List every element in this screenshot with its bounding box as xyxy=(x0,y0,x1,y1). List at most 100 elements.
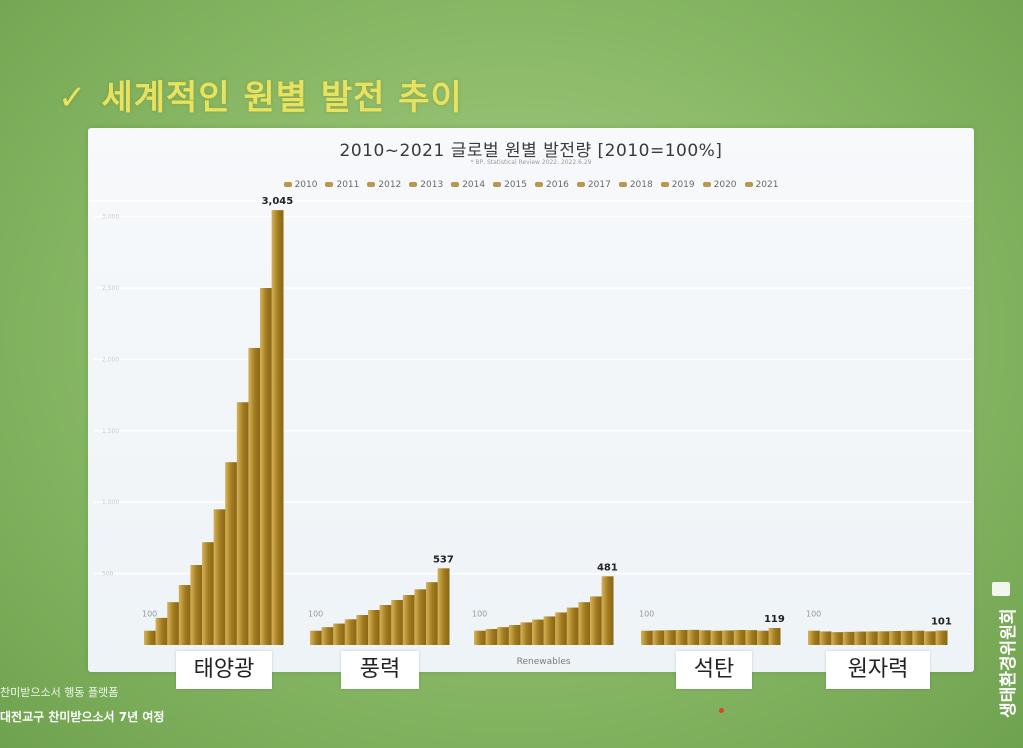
bar-석탄-2015 xyxy=(699,630,711,645)
bar-풍력-2012 xyxy=(333,623,346,645)
footer-line-2: 대전교구 찬미받으소서 7년 여정 xyxy=(0,710,165,724)
bar-태양광-2018 xyxy=(236,402,249,645)
bar-태양광-2015 xyxy=(202,542,214,645)
bar-태양광-2020 xyxy=(260,287,272,645)
bar-태양광-2019 xyxy=(248,347,261,645)
end-value-label: 101 xyxy=(931,617,952,628)
bar-풍력-2017 xyxy=(391,600,404,645)
footer-line-1: 찬미받으소서 행동 플랫폼 xyxy=(0,686,119,699)
legend-item-2014: 2014 xyxy=(451,180,485,190)
bar-석탄-2020 xyxy=(757,630,769,645)
legend-label: 2021 xyxy=(755,180,779,190)
checkmark-icon: ✓ xyxy=(58,78,88,118)
bar-태양광-2014 xyxy=(190,565,203,645)
bar-풍력-2018 xyxy=(402,595,415,645)
org-name: 생태환경위원회 xyxy=(999,608,1019,718)
bar-Renewables-2016 xyxy=(543,616,556,645)
bar-석탄-2021 xyxy=(768,628,781,645)
bar-태양광-2011 xyxy=(155,617,168,645)
bar-원자력-2020 xyxy=(924,631,936,645)
start-value-label: 100 xyxy=(806,610,821,619)
legend-divider xyxy=(88,200,974,202)
bar-석탄-2018 xyxy=(733,630,746,645)
bar-풍력-2020 xyxy=(426,582,438,645)
bar-풍력-2011 xyxy=(321,627,334,645)
bar-석탄-2010 xyxy=(641,630,653,645)
legend-item-2017: 2017 xyxy=(576,180,611,190)
bar-태양광-2012 xyxy=(167,602,180,645)
start-value-label: 100 xyxy=(639,610,654,619)
legend-item-2018: 2018 xyxy=(618,180,653,190)
legend-swatch xyxy=(451,182,460,187)
bar-원자력-2013 xyxy=(842,631,855,645)
chart-plot: 500 1,000 1,500 2,000 2,500 3,000 100 3,045 100 5… xyxy=(94,196,972,667)
legend-swatch xyxy=(535,182,543,187)
legend-label: 2020 xyxy=(713,180,737,190)
bar-Renewables-2015 xyxy=(532,619,544,645)
legend-label: 2019 xyxy=(671,180,695,190)
bar-원자력-2012 xyxy=(831,632,844,645)
legend-label: 2018 xyxy=(629,180,653,190)
end-value-label: 3,045 xyxy=(262,196,294,207)
legend-label: 2014 xyxy=(462,180,486,190)
bar-Renewables-2018 xyxy=(566,607,579,645)
legend-swatch xyxy=(283,182,292,187)
slide-heading: ✓ 세계적인 원별 발전 추이 xyxy=(58,70,463,119)
category-box-nuclear: 원자력 xyxy=(826,651,930,689)
category-box-wind: 풍력 xyxy=(341,651,419,689)
bar-풍력-2019 xyxy=(414,589,427,645)
bar-풍력-2014 xyxy=(356,615,369,645)
bar-원자력-2015 xyxy=(866,631,878,645)
y-tick-label: 1,500 xyxy=(102,428,119,435)
legend-item-2020: 2020 xyxy=(702,180,737,190)
bar-원자력-2019 xyxy=(912,630,925,645)
start-value-label: 100 xyxy=(142,610,157,619)
bar-태양광-2013 xyxy=(178,585,191,645)
bar-Renewables-2020 xyxy=(590,596,602,645)
bar-풍력-2016 xyxy=(379,605,392,645)
bar-원자력-2014 xyxy=(854,631,867,645)
org-logo-icon xyxy=(992,582,1010,596)
bar-원자력-2017 xyxy=(889,631,902,645)
bar-원자력-2011 xyxy=(819,631,832,645)
bar-Renewables-2010 xyxy=(474,630,486,645)
bar-Renewables-2017 xyxy=(555,612,568,645)
bar-Renewables-2013 xyxy=(508,625,521,645)
y-tick-label: 3,000 xyxy=(102,214,119,221)
bar-태양광-2010 xyxy=(144,630,156,645)
legend-item-2012: 2012 xyxy=(367,180,401,190)
legend-label: 2010 xyxy=(294,180,318,190)
legend-swatch xyxy=(409,182,418,187)
bar-태양광-2017 xyxy=(225,462,238,645)
bar-석탄-2013 xyxy=(675,630,688,645)
end-value-label: 481 xyxy=(597,562,618,573)
bar-원자력-2021 xyxy=(935,630,948,645)
chart-title: 2010~2021 글로벌 원별 발전량 [2010=100%] xyxy=(339,141,723,161)
legend-swatch xyxy=(493,182,502,187)
legend-item-2013: 2013 xyxy=(409,180,443,190)
legend-label: 2012 xyxy=(378,180,402,190)
laser-pointer-dot xyxy=(719,708,724,713)
bar-태양광-2016 xyxy=(213,509,226,645)
bar-Renewables-2012 xyxy=(497,627,510,645)
bar-석탄-2014 xyxy=(687,629,700,645)
bar-원자력-2016 xyxy=(877,631,890,645)
chart-source: * BP, Statistical Review 2022, 2022.6.29 xyxy=(470,159,592,166)
category-box-solar: 태양광 xyxy=(176,651,272,689)
y-tick-label: 1,000 xyxy=(102,499,119,506)
org-sidebar: 생태환경위원회 xyxy=(980,578,1019,718)
legend-item-2016: 2016 xyxy=(535,180,569,190)
bar-태양광-2021 xyxy=(271,210,284,646)
end-value-label: 537 xyxy=(433,554,454,565)
bar-석탄-2017 xyxy=(722,630,735,645)
start-value-label: 100 xyxy=(472,610,487,619)
x-category-label: Renewables xyxy=(517,657,571,667)
bar-원자력-2018 xyxy=(900,630,913,645)
legend-label: 2016 xyxy=(546,180,569,190)
y-tick-label: 2,000 xyxy=(102,356,119,363)
legend-item-2011: 2011 xyxy=(325,180,359,190)
legend-swatch xyxy=(325,182,334,187)
bar-Renewables-2019 xyxy=(578,602,591,645)
legend-item-2021: 2021 xyxy=(744,180,779,190)
bar-풍력-2021 xyxy=(437,568,450,645)
